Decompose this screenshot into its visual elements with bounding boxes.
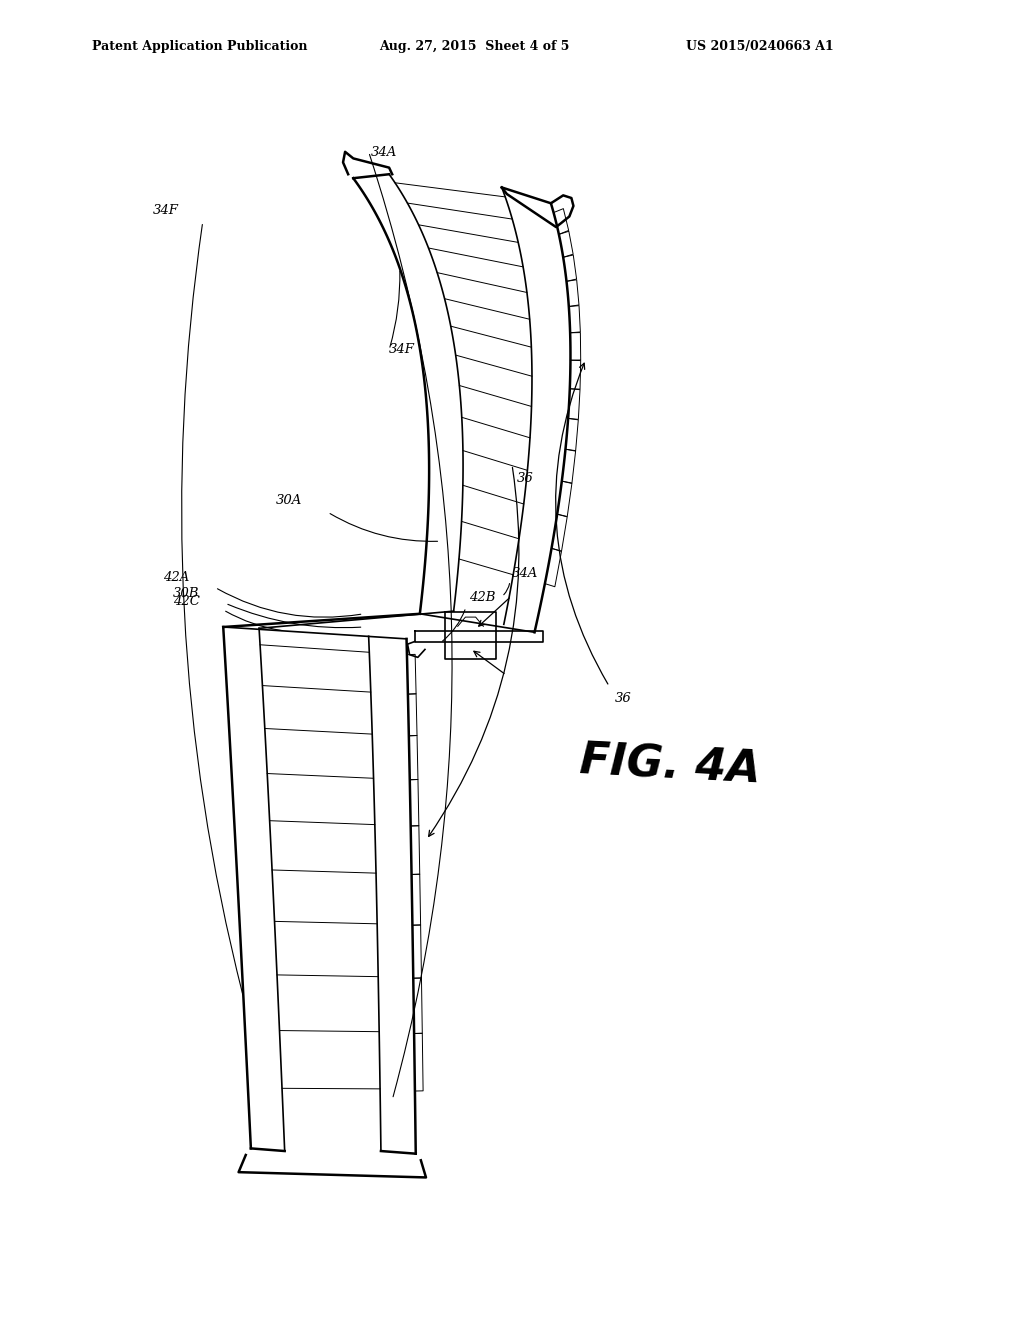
Text: 34A: 34A [371, 145, 397, 158]
Text: 36: 36 [517, 471, 534, 484]
Text: 42C: 42C [173, 594, 200, 607]
Text: 42A: 42A [163, 570, 189, 583]
Text: 42B: 42B [469, 590, 496, 603]
Text: 36: 36 [614, 692, 631, 705]
Text: 34F: 34F [389, 343, 415, 356]
Text: Aug. 27, 2015  Sheet 4 of 5: Aug. 27, 2015 Sheet 4 of 5 [379, 40, 569, 53]
Text: FIG. 4A: FIG. 4A [579, 739, 762, 792]
Text: US 2015/0240663 A1: US 2015/0240663 A1 [686, 40, 834, 53]
Text: 34A: 34A [512, 566, 539, 579]
Text: 30B: 30B [173, 586, 200, 599]
Text: 34F: 34F [154, 203, 179, 216]
Text: 30A: 30A [275, 494, 302, 507]
Text: Patent Application Publication: Patent Application Publication [92, 40, 307, 53]
